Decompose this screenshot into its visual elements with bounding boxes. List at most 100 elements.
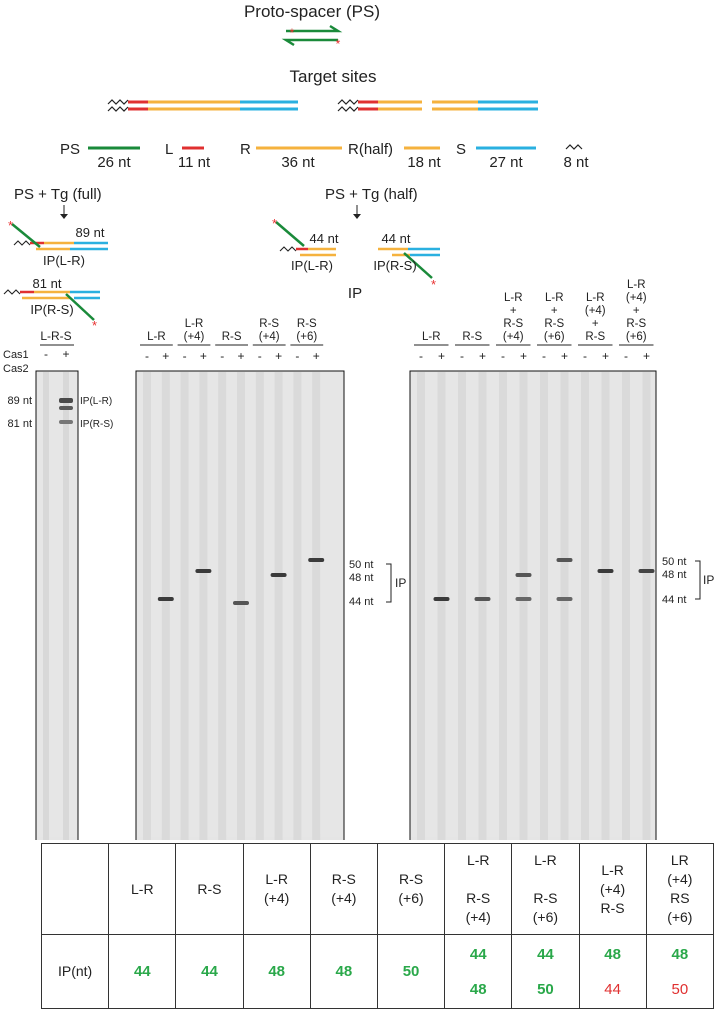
gel3-group-label-2-2: R-S (503, 318, 523, 330)
gel2-ip-band-lane-6 (233, 601, 249, 605)
gel1-band-ip-rs: IP(R-S) (80, 419, 113, 430)
legend-l-label: L (165, 141, 173, 158)
half-ip1-label: IP(L-R) (291, 258, 333, 273)
table-header-line: R-S (600, 899, 625, 916)
target-half-lr-diagram (337, 99, 422, 112)
gel3-group-label-5-1: (+4) (626, 292, 647, 304)
gel3-group-label-1-0: R-S (462, 331, 482, 343)
gel2-group-label-1-0: L-R (185, 318, 204, 330)
legend-s-label: S (456, 141, 466, 158)
gel2-group-label-1-1: (+4) (184, 331, 205, 343)
gel2-marker-48: 48 nt (349, 572, 373, 584)
full-ip1-length: 89 nt (76, 225, 105, 240)
table-value-3: 48 (309, 934, 378, 1009)
gel3-sign-plus-3: + (561, 349, 568, 363)
gel3-sign-minus-4: - (583, 349, 587, 363)
table-header-line: (+4) (667, 871, 693, 887)
ip-size-table: L-R R-S L-R (+4) R-S (+4) R-S (+6) L-R R-S (+4) L-… (40, 843, 715, 1009)
legend-wavy-icon (565, 144, 583, 150)
gel3-group-label-5-4: (+6) (626, 331, 647, 343)
gel3-sign-plus-0: + (438, 349, 445, 363)
gel2-sign-minus-2: - (220, 349, 224, 363)
table-value-4: 50 (376, 934, 446, 1009)
protospacer-title: Proto-spacer (PS) (244, 2, 380, 21)
svg-text:*: * (290, 26, 295, 40)
legend-ps-length: 26 nt (97, 154, 131, 171)
table-value-number: 44 (604, 980, 621, 998)
gel3-sign-minus-3: - (542, 349, 546, 363)
gel3-group-label-5-3: R-S (626, 318, 646, 330)
gel1-row-cas1: Cas1 (3, 349, 29, 361)
gel3-group-label-5-0: L-R (627, 279, 646, 291)
half-target-panel: PS + Tg (half) * 44 nt IP(L-R) * 44 nt I… (272, 186, 440, 302)
table-value-6: 44 50 (511, 934, 580, 1009)
svg-text:*: * (272, 216, 277, 231)
legend-r-label: R (240, 141, 251, 158)
half-ip2-length: 44 nt (382, 231, 411, 246)
half-ip-label: IP (348, 285, 362, 302)
legend-l-length: 11 nt (178, 154, 211, 171)
gel3-group-label-2-1: + (510, 305, 517, 317)
gel3-group-label-2-0: L-R (504, 292, 523, 304)
gel1-marker-89: 89 nt (8, 395, 32, 407)
table-value-number: 50 (402, 963, 420, 980)
gel3-ip-band-lane-22 (638, 569, 655, 573)
gel3-sign-plus-5: + (643, 349, 650, 363)
gel3-sign-plus-2: + (520, 349, 527, 363)
table-corner-cell (40, 843, 110, 935)
full-header: PS + Tg (full) (14, 186, 102, 203)
legend-wavy-length: 8 nt (563, 154, 589, 171)
table-header-line: L-R (265, 871, 288, 887)
table-value-2: 48 (242, 934, 311, 1009)
gel1-sign-minus: - (44, 347, 48, 361)
table-header-line: R-S (398, 871, 424, 887)
gel2-sign-plus-2: + (237, 349, 244, 363)
legend-rhalf-label: R(half) (348, 141, 393, 158)
gel3-group-label-0-0: L-R (422, 331, 441, 343)
gel2-ip-band-lane-4 (195, 569, 212, 573)
table-header-line: (+4) (331, 890, 357, 906)
gel3-group-label-2-3: (+4) (503, 331, 524, 343)
gel3-panel: L-R- +R-S- +L-R+R-S(+4)- +L-R+R-S(+6)- +L-R(… (409, 279, 714, 840)
table-value-row: IP(nt) 44 44 48 48 50 44 48 44 50 48 44 48 50 (40, 934, 715, 1009)
table-header-0: L-R (108, 843, 177, 935)
legend-ps-label: PS (60, 141, 80, 158)
full-target-panel: PS + Tg (full) * 89 nt IP(L-R) * 81 nt I… (3, 186, 108, 333)
gel3-sign-minus-2: - (501, 349, 505, 363)
table-value-5: 44 48 (444, 934, 513, 1009)
gel3-ip-band-lane-14 (474, 597, 491, 601)
gel3-marker-48: 48 nt (662, 569, 686, 581)
table-row-label: IP(nt) (40, 934, 110, 1009)
gel2-group-label-4-0: R-S (297, 318, 317, 330)
table-header-line: R-S (331, 871, 356, 887)
gel3-group-label-3-2: R-S (544, 318, 564, 330)
table-header-7: L-R (+4) R-S (578, 843, 647, 935)
gel2-group-label-3-1: (+4) (259, 331, 280, 343)
legend-r-length: 36 nt (281, 154, 315, 171)
full-ip1-label: IP(L-R) (43, 253, 85, 268)
gel3-ip-band-lane-18 (556, 597, 573, 601)
table-value-number: 48 (671, 945, 689, 963)
gel2-sign-plus-1: + (200, 349, 207, 363)
table-header-5: L-R R-S (+4) (444, 843, 513, 935)
gel2-sign-minus-1: - (183, 349, 187, 363)
svg-text:*: * (8, 218, 13, 233)
table-header-line: R-S (533, 890, 558, 906)
gel2-ip-label: IP (395, 576, 406, 590)
table-value-number: 48 (268, 963, 285, 980)
gel3-sign-plus-1: + (479, 349, 486, 363)
gel1-row-cas2: Cas2 (3, 363, 29, 375)
gel3-ip-band-lane-12 (433, 597, 450, 601)
table-header-line (445, 870, 511, 889)
gel3-group-label-4-3: R-S (585, 331, 605, 343)
gel1-panel: L-R-S Cas1 Cas2 - + 89 nt 81 nt IP(L-R) … (3, 329, 113, 840)
gel3-group-label-5-2: + (633, 305, 640, 317)
gel3-sign-minus-0: - (419, 349, 423, 363)
table-header-line: (+6) (398, 890, 424, 906)
gel3-ip-band-lane-16 (515, 597, 532, 601)
table-header-line: (+6) (532, 909, 559, 925)
gel3-ip-band-lane-16 (515, 573, 532, 577)
gel2-group-label-0-0: L-R (147, 331, 166, 343)
gel3-sign-plus-4: + (602, 349, 609, 363)
table-header-line: L-R (601, 861, 624, 878)
